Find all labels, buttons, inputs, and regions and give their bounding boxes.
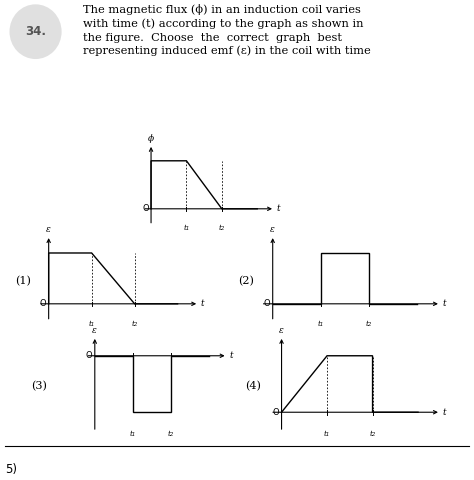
Text: O: O [272, 408, 279, 417]
Text: O: O [39, 300, 46, 308]
Text: O: O [142, 204, 149, 213]
Text: ε: ε [92, 326, 97, 335]
Text: (1): (1) [15, 276, 31, 286]
Text: t₁: t₁ [318, 320, 324, 328]
Text: t₂: t₂ [132, 320, 137, 328]
Text: ε: ε [46, 225, 51, 234]
Text: O: O [263, 300, 270, 308]
Text: t: t [229, 351, 233, 360]
Ellipse shape [9, 4, 62, 59]
Text: t: t [443, 408, 446, 417]
Text: (3): (3) [32, 381, 47, 392]
Text: (4): (4) [245, 381, 261, 392]
Text: t: t [443, 300, 447, 308]
Text: t₁: t₁ [89, 320, 95, 328]
Text: O: O [86, 351, 92, 360]
Text: t₂: t₂ [366, 320, 372, 328]
Text: t₂: t₂ [370, 430, 375, 438]
Text: t₂: t₂ [219, 224, 225, 232]
Text: t₁: t₁ [324, 430, 330, 438]
Text: t₁: t₁ [183, 224, 190, 232]
Text: t₂: t₂ [168, 430, 173, 438]
Text: 5): 5) [5, 463, 17, 476]
Text: t: t [201, 300, 204, 308]
Text: ϕ: ϕ [148, 134, 154, 143]
Text: t₁: t₁ [130, 430, 136, 438]
Text: ε: ε [279, 326, 284, 335]
Text: (2): (2) [238, 276, 254, 286]
Text: ε: ε [270, 225, 275, 234]
Text: 34.: 34. [25, 25, 46, 38]
Text: t: t [276, 204, 280, 213]
Text: The magnetic flux (ϕ) in an induction coil varies
with time (t) according to the: The magnetic flux (ϕ) in an induction co… [83, 4, 371, 57]
